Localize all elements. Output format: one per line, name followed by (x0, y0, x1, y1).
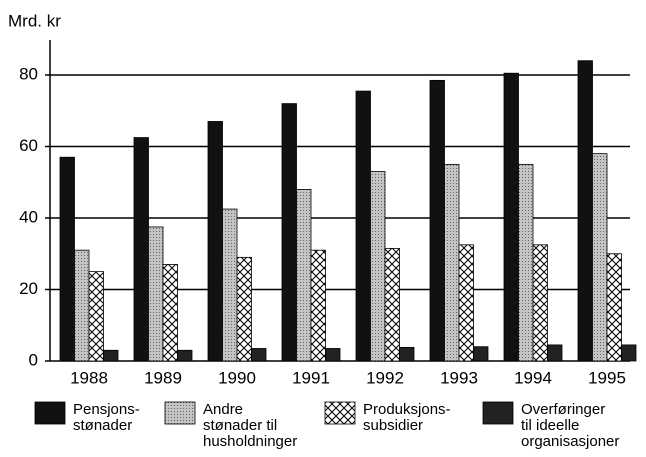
legend-line: Pensjons- (73, 401, 140, 418)
bar (310, 249, 326, 362)
bar (444, 163, 460, 362)
bar (88, 271, 104, 362)
legend-label: Pensjons-stønader (73, 401, 140, 434)
legend-line: Overføringer (521, 401, 605, 418)
legend-line: til ideelle (521, 417, 579, 434)
legend-line: husholdninger (203, 433, 297, 450)
bar (177, 349, 193, 362)
x-tick-label: 1995 (588, 368, 626, 387)
bar (577, 60, 593, 362)
legend-line: Produksjons- (363, 401, 451, 418)
bar (429, 79, 445, 362)
bar (148, 226, 164, 362)
legend-swatch (164, 401, 196, 425)
bar (518, 163, 534, 362)
bar (503, 72, 519, 362)
x-tick-label: 1988 (70, 368, 108, 387)
bar (532, 244, 548, 362)
bar (592, 153, 608, 362)
bar (236, 256, 252, 362)
bar (59, 156, 75, 362)
bar (222, 208, 238, 362)
legend-label: Produksjons-subsidier (363, 401, 451, 434)
x-tick-label: 1993 (440, 368, 478, 387)
bar (74, 249, 90, 362)
legend-line: subsidier (363, 417, 423, 434)
legend-line: stønader (73, 417, 132, 434)
bar (207, 121, 223, 362)
legend-label: Overføringer til ideelle organisasjoner (521, 401, 619, 450)
bar (281, 103, 297, 362)
legend-line: Andre (203, 401, 243, 418)
bar (355, 90, 371, 362)
x-tick-label: 1990 (218, 368, 256, 387)
bar (251, 348, 267, 362)
x-tick-label: 1994 (514, 368, 552, 387)
bar (370, 171, 386, 362)
bar (621, 344, 637, 362)
bar (162, 264, 178, 362)
legend-swatch (34, 401, 66, 425)
y-tick-label: 80 (19, 64, 38, 83)
y-tick-label: 20 (19, 279, 38, 298)
bar (547, 344, 563, 362)
legend-line: organisasjoner (521, 433, 619, 450)
y-axis-label: Mrd. kr (8, 11, 61, 30)
bar (606, 253, 622, 362)
y-tick-label: 60 (19, 136, 38, 155)
bar (325, 348, 341, 362)
x-tick-label: 1991 (292, 368, 330, 387)
legend-swatch (482, 401, 514, 425)
bar (473, 346, 489, 362)
y-tick-label: 0 (29, 350, 38, 369)
bar (133, 137, 149, 362)
bar (399, 347, 415, 362)
x-tick-label: 1992 (366, 368, 404, 387)
y-tick-label: 40 (19, 207, 38, 226)
legend-label: Andre stønader til husholdninger (203, 401, 297, 450)
legend-swatch (324, 401, 356, 425)
legend-line: stønader til (203, 417, 277, 434)
bar (458, 244, 474, 362)
bar (296, 188, 312, 362)
x-tick-label: 1989 (144, 368, 182, 387)
bar (384, 247, 400, 362)
bar (103, 349, 119, 362)
